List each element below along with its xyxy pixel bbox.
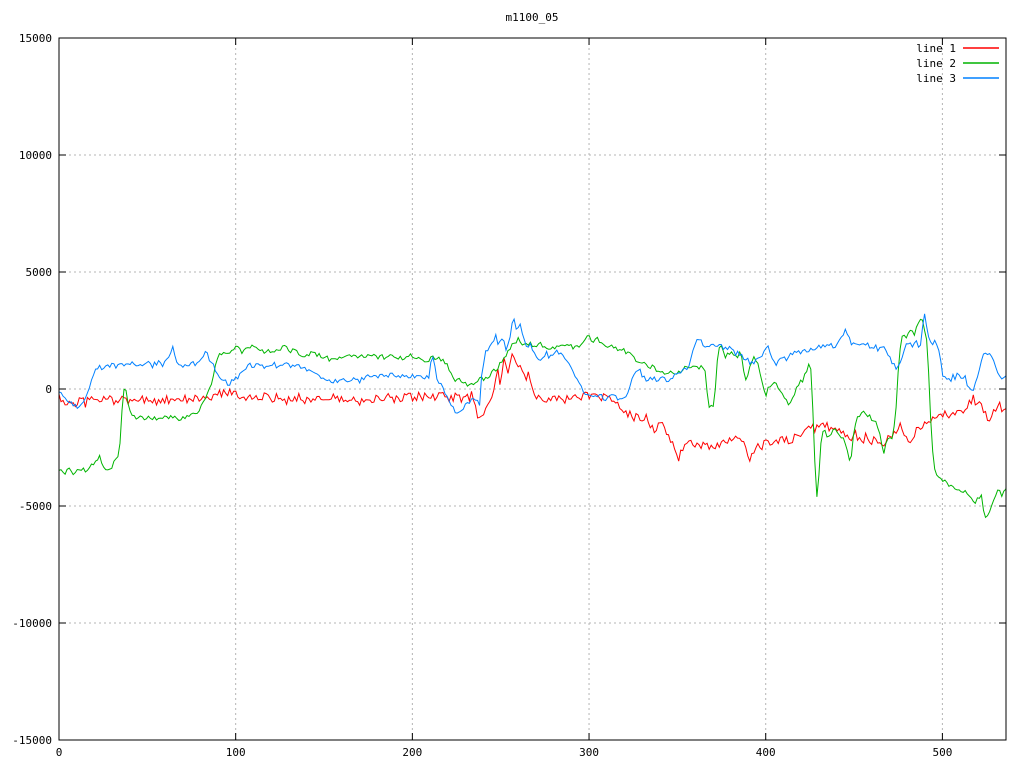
y-tick-label: 5000 (26, 266, 53, 279)
y-tick-label: 15000 (19, 32, 52, 45)
y-tick-label: 10000 (19, 149, 52, 162)
y-tick-label: -15000 (12, 734, 52, 747)
legend-label: line 3 (916, 72, 956, 85)
series-line-1 (58, 352, 1007, 463)
legend: line 1 line 2 line 3 (916, 42, 999, 85)
series-line-2 (58, 318, 1007, 519)
x-tick-label: 300 (579, 746, 599, 759)
x-tick-label: 200 (402, 746, 422, 759)
series-line-3 (58, 313, 1007, 414)
data-series (58, 313, 1007, 519)
y-tick-label: 0 (45, 383, 52, 396)
y-tick-label: -5000 (19, 500, 52, 513)
x-tick-label: 500 (932, 746, 952, 759)
x-tick-label: 400 (756, 746, 776, 759)
legend-label: line 2 (916, 57, 956, 70)
axes (58, 37, 1007, 741)
x-tick-label: 0 (56, 746, 63, 759)
legend-label: line 1 (916, 42, 956, 55)
chart-title: m1100_05 (506, 11, 559, 24)
y-tick-label: -10000 (12, 617, 52, 630)
x-tick-label: 100 (226, 746, 246, 759)
tick-labels: 0 100 200 300 400 500 -15000 -10000 -5000 0 5000 10… (12, 32, 952, 759)
